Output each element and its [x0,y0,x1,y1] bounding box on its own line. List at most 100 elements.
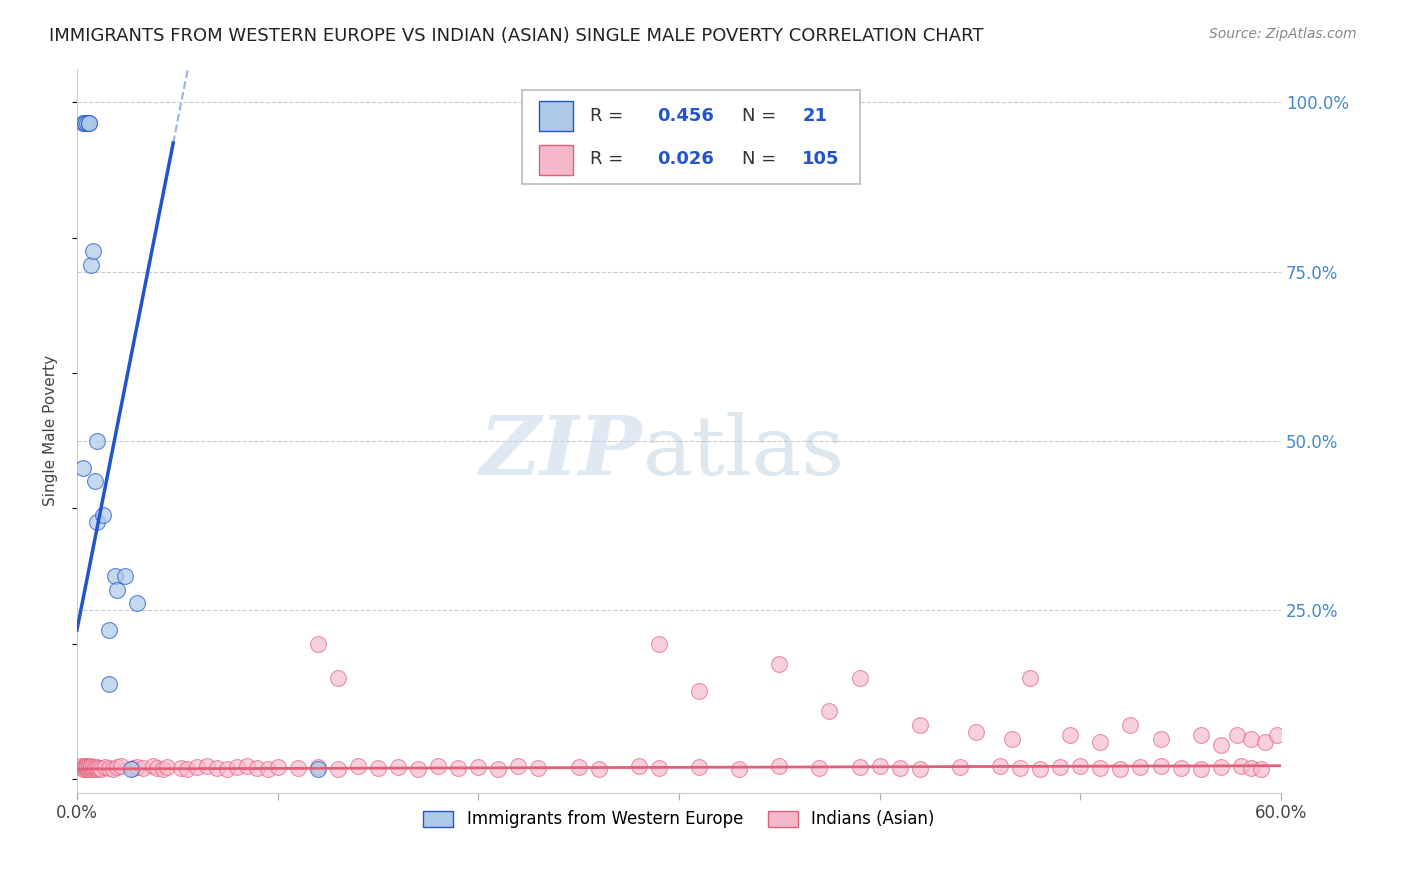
Point [142,758,165,772]
Point [1090,761,1112,775]
Point [110,758,132,772]
Point [73,116,96,130]
Point [307,762,329,776]
Point [87,761,110,775]
Point [527,761,550,775]
Point [256,762,278,776]
Point [186,760,208,774]
Point [86,760,108,774]
Point [728,762,751,776]
Point [688,684,710,698]
Point [84,475,107,489]
Point [1090,735,1112,749]
Point [98,677,121,691]
Point [1189,728,1212,742]
Point [1149,758,1171,772]
Point [1254,735,1277,749]
Point [908,718,931,732]
Point [908,762,931,776]
Point [77,760,100,774]
Point [287,761,309,775]
Point [447,761,470,775]
Point [217,762,239,776]
Point [1059,728,1081,742]
Point [988,758,1011,772]
Text: IMMIGRANTS FROM WESTERN EUROPE VS INDIAN (ASIAN) SINGLE MALE POVERTY CORRELATION: IMMIGRANTS FROM WESTERN EUROPE VS INDIAN… [49,27,984,45]
Point [869,758,891,772]
Point [1209,739,1232,753]
Point [508,758,530,772]
Point [1240,731,1263,746]
Point [72,760,94,774]
Point [72,460,94,475]
Point [152,762,174,776]
Point [949,760,972,774]
Point [1019,671,1042,685]
Point [105,760,128,774]
Point [588,762,610,776]
Point [73,116,96,130]
Point [77,116,100,130]
Point [568,760,591,774]
Point [77,116,100,130]
Point [86,762,108,776]
Point [1069,758,1091,772]
Point [73,760,96,774]
Point [818,705,841,719]
Point [176,762,198,776]
Point [808,761,831,775]
Point [1119,718,1142,732]
Legend: Immigrants from Western Europe, Indians (Asian): Immigrants from Western Europe, Indians … [416,804,941,835]
Point [132,761,155,775]
Point [120,762,142,776]
Point [76,116,98,130]
Point [1189,762,1212,776]
Point [848,760,870,774]
Point [1265,728,1288,742]
Point [307,760,329,774]
Point [1109,762,1132,776]
Point [688,760,710,774]
Point [156,760,179,774]
Point [70,758,93,772]
Point [98,761,121,775]
Point [76,760,98,774]
Point [72,116,94,130]
Point [86,434,108,448]
Point [73,758,96,772]
Point [889,761,911,775]
Point [77,762,100,776]
Point [346,758,368,772]
Point [1129,760,1152,774]
Point [76,762,98,776]
Point [226,760,249,774]
Point [1226,728,1249,742]
Point [307,637,329,651]
Text: Source: ZipAtlas.com: Source: ZipAtlas.com [1209,27,1357,41]
Y-axis label: Single Male Poverty: Single Male Poverty [44,355,58,506]
Point [82,760,104,774]
Point [170,761,193,775]
Point [91,508,114,523]
Point [326,671,349,685]
Point [80,758,103,772]
Point [326,762,349,776]
Point [72,762,94,776]
Point [86,515,108,529]
Point [387,760,409,774]
Point [486,762,509,776]
Point [236,758,259,772]
Point [1240,761,1263,775]
Point [367,761,389,775]
Point [80,258,103,272]
Point [80,761,103,775]
Point [207,761,229,775]
Text: ZIP: ZIP [481,412,643,492]
Point [648,637,671,651]
Point [114,569,136,583]
Point [1029,762,1052,776]
Point [105,582,128,597]
Point [76,758,98,772]
Point [1250,762,1272,776]
Point [1010,761,1032,775]
